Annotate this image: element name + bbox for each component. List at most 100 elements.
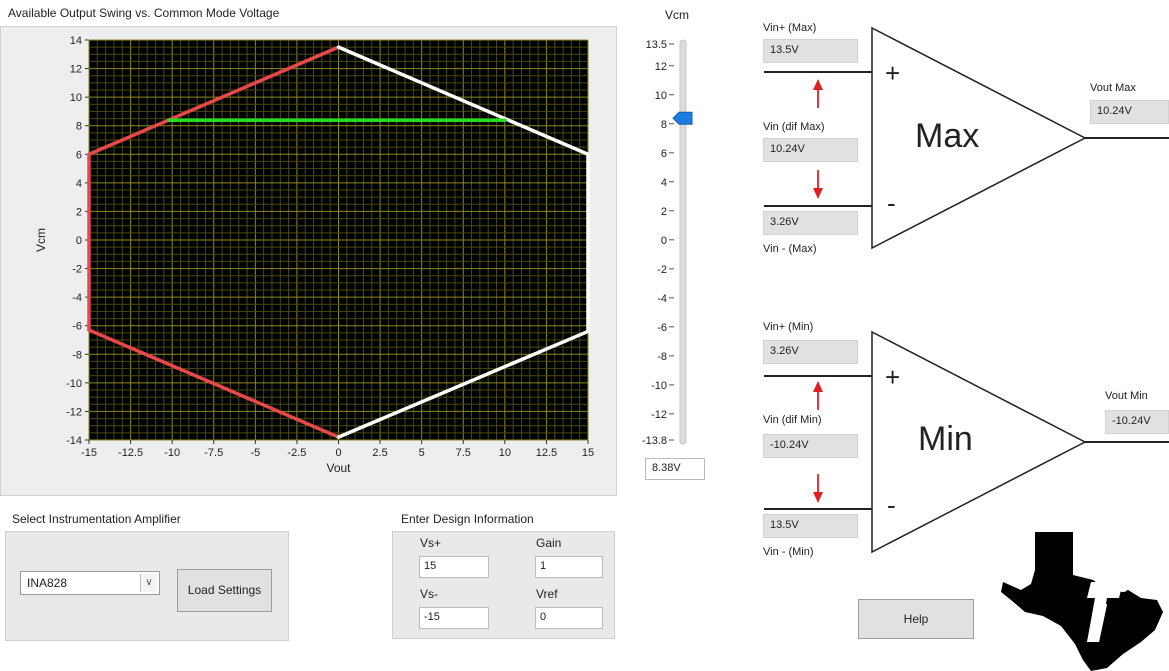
slider-tick-label: 12	[655, 61, 667, 73]
slider-track	[679, 39, 687, 445]
x-tick-label: 0	[335, 447, 341, 459]
grid	[88, 39, 589, 441]
slider-tick-label: 2	[661, 206, 667, 218]
max-vout-field: 10.24V	[1090, 100, 1169, 124]
chevron-down-icon[interactable]: ∨	[140, 574, 157, 592]
series-line-0	[87, 45, 341, 332]
min-vin-dif-field: -10.24V	[763, 434, 858, 458]
slider-tick-label: 4	[661, 177, 667, 189]
max-minus-sign: -	[887, 188, 896, 218]
min-vout-label: Vout Min	[1105, 390, 1148, 402]
x-tick-label: 2.5	[372, 447, 387, 459]
y-tick-label: 12	[70, 64, 82, 76]
gain-input[interactable]: 1	[535, 556, 603, 578]
output-swing-chart: -15 -12.5 -10 -7.5 -5 -2.5 0 2.5 5 7.5 10 12.5 15 14 1…	[34, 35, 594, 475]
x-tick-label: 5	[419, 447, 425, 459]
min-vin-plus-field: 3.26V	[763, 340, 858, 364]
help-button[interactable]: Help	[858, 599, 974, 639]
series-line-2	[336, 45, 590, 439]
y-tick-label: 2	[76, 206, 82, 218]
min-arrow-up	[813, 381, 823, 410]
amp-select-dropdown[interactable]: INA828 ∨	[20, 571, 160, 595]
vcm-slider-title: Vcm	[665, 8, 689, 22]
slider-tick-label: -13.8	[642, 435, 667, 447]
vs-plus-input[interactable]: 15	[419, 556, 489, 578]
max-vin-plus-label: Vin+ (Max)	[763, 22, 817, 34]
amp-select-title: Select Instrumentation Amplifier	[12, 512, 181, 526]
y-axis-label: Vcm	[34, 228, 48, 252]
min-vin-minus-label: Vin - (Min)	[763, 546, 814, 558]
y-tick-label: -6	[72, 321, 82, 333]
y-tick-label: 0	[76, 235, 82, 247]
y-tick-label: 10	[70, 92, 82, 104]
min-vout-field: -10.24V	[1105, 410, 1169, 434]
gain-label: Gain	[536, 536, 562, 550]
vs-minus-input[interactable]: -15	[419, 607, 489, 629]
chart-panel: -15 -12.5 -10 -7.5 -5 -2.5 0 2.5 5 7.5 10 12.5 15 14 1…	[0, 26, 617, 496]
y-tick-label: 8	[76, 121, 82, 133]
slider-tick-label: 8	[661, 119, 667, 131]
min-amp-triangle	[871, 330, 1087, 554]
slider-tick-label: -2	[657, 264, 667, 276]
max-vin-dif-label: Vin (dif Max)	[763, 121, 825, 133]
vref-label: Vref	[536, 587, 558, 601]
vs-plus-label: Vs+	[420, 536, 442, 550]
x-tick-label: 15	[582, 447, 594, 459]
max-amp-triangle	[871, 26, 1087, 250]
amplifier-diagrams	[764, 26, 1169, 554]
vref-input[interactable]: 0	[535, 607, 603, 629]
y-tick-label: -8	[72, 349, 82, 361]
slider-tick-label: 0	[661, 235, 667, 247]
max-vin-minus-field: 3.26V	[763, 211, 858, 235]
x-tick-label: 7.5	[456, 447, 471, 459]
max-amp-label: Max	[915, 117, 980, 155]
slider-tick-label: -10	[651, 380, 667, 392]
slider-tick-label: -8	[657, 351, 667, 363]
y-tick-label: -4	[72, 292, 82, 304]
x-tick-label: -10	[164, 447, 180, 459]
y-tick-label: 14	[70, 35, 82, 47]
min-vin-plus-label: Vin+ (Min)	[763, 321, 814, 333]
chart-title: Available Output Swing vs. Common Mode V…	[8, 6, 280, 20]
x-tick-label: -5	[250, 447, 260, 459]
design-info-title: Enter Design Information	[401, 512, 534, 526]
texas-instruments-logo	[1001, 532, 1163, 671]
slider-tick-label: -6	[657, 322, 667, 334]
max-arrow-up	[813, 79, 823, 108]
load-settings-button[interactable]: Load Settings	[177, 569, 272, 612]
y-tick-label: -10	[66, 378, 82, 390]
y-tick-label: -2	[72, 264, 82, 276]
min-arrow-down	[813, 474, 823, 503]
y-tick-label: -12	[66, 406, 82, 418]
y-tick-label: 4	[76, 178, 82, 190]
vcm-readout[interactable]: 8.38V	[645, 458, 705, 480]
x-tick-label: -15	[81, 447, 97, 459]
x-tick-label: -2.5	[287, 447, 306, 459]
x-tick-label: -12.5	[118, 447, 143, 459]
min-vin-dif-label: Vin (dif Min)	[763, 414, 822, 426]
slider-thumb	[672, 111, 693, 125]
y-tick-label: 6	[76, 149, 82, 161]
min-plus-sign: +	[885, 362, 901, 392]
min-vin-minus-field: 13.5V	[763, 514, 858, 538]
slider-tick-label: -12	[651, 409, 667, 421]
max-vin-minus-label: Vin - (Max)	[763, 243, 817, 255]
x-tick-label: 12.5	[536, 447, 557, 459]
vcm-slider[interactable]: 13.5 12 10 8 6 4 2 0 -2 -4 -6 -8 -10 -12 -13.8	[620, 28, 710, 453]
max-vout-label: Vout Max	[1090, 82, 1136, 94]
max-plus-sign: +	[885, 58, 901, 88]
max-arrow-down	[813, 170, 823, 199]
x-axis-label: Vout	[326, 461, 351, 475]
slider-tick-label: -4	[657, 293, 667, 305]
min-minus-sign: -	[887, 490, 896, 520]
max-vin-plus-field: 13.5V	[763, 39, 858, 63]
slider-tick-label: 6	[661, 148, 667, 160]
x-tick-label: 10	[499, 447, 511, 459]
slider-tick-label: 13.5	[646, 39, 667, 51]
series-line-1	[87, 328, 341, 439]
min-amp-label: Min	[918, 420, 973, 458]
vs-minus-label: Vs-	[420, 587, 438, 601]
max-vin-dif-field: 10.24V	[763, 138, 858, 162]
y-tick-label: -14	[66, 435, 82, 447]
amp-select-value: INA828	[27, 576, 68, 590]
